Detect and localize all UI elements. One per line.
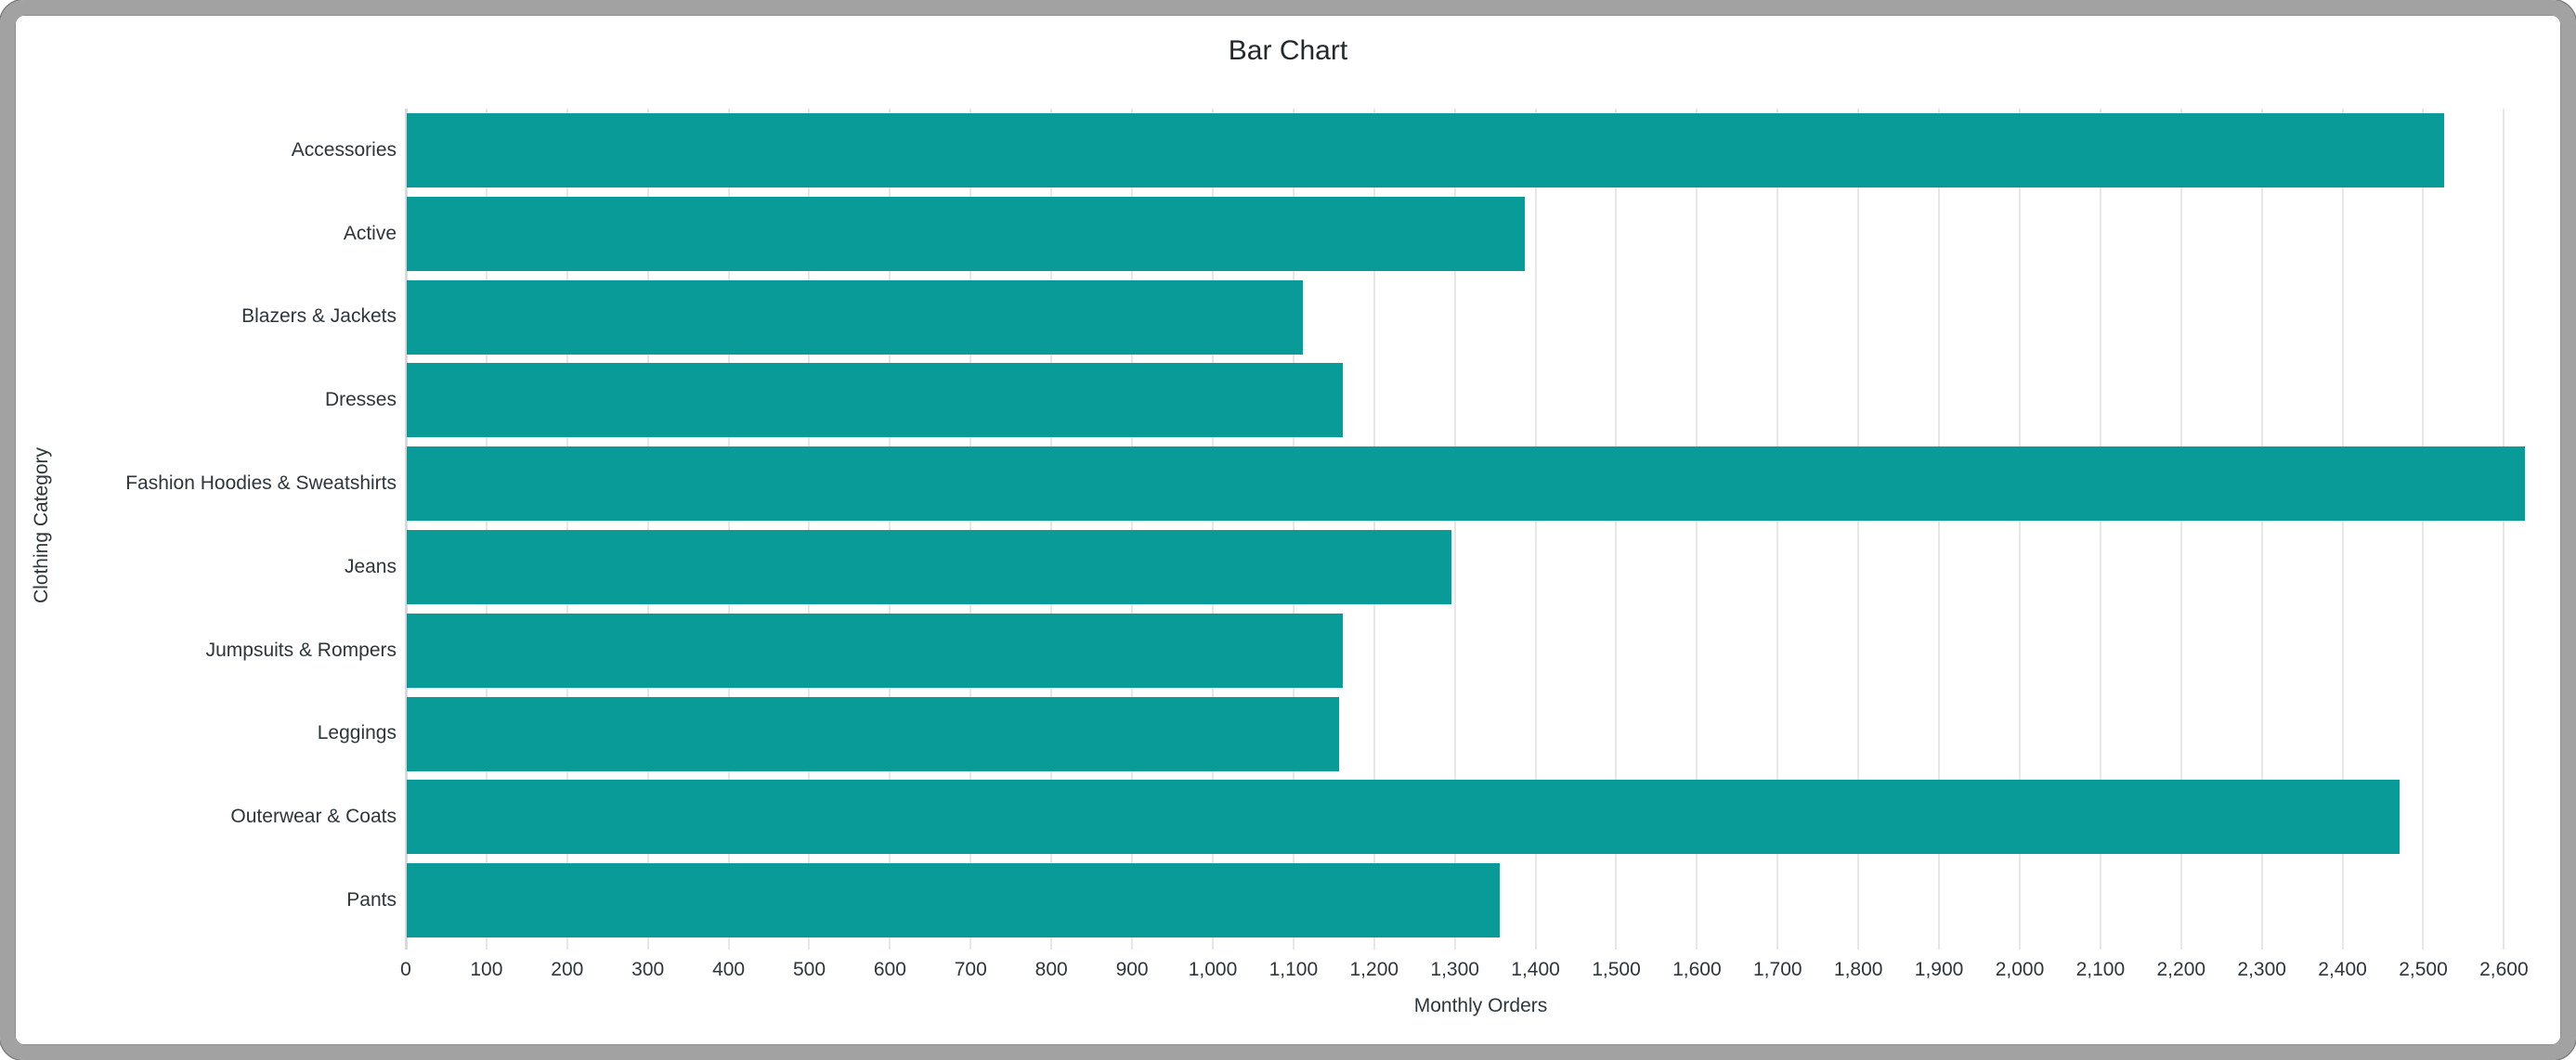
x-tick-label-600: 600 bbox=[873, 959, 906, 980]
x-gridline-1,800 bbox=[1857, 109, 1860, 950]
bar-blazers-and-jackets[interactable] bbox=[407, 279, 1303, 355]
x-gridline-1,100 bbox=[1292, 109, 1295, 950]
x-gridline-900 bbox=[1131, 109, 1134, 950]
y-tick-label-leggings: Leggings bbox=[317, 722, 397, 744]
x-gridline-2,100 bbox=[2099, 109, 2101, 950]
x-tick-label-300: 300 bbox=[631, 959, 665, 980]
x-gridline-2,500 bbox=[2422, 109, 2425, 950]
bar-fashion-hoodies-and-sweatshirts[interactable] bbox=[407, 446, 2526, 522]
x-gridline-1,700 bbox=[1776, 109, 1779, 950]
x-tick-label-500: 500 bbox=[792, 959, 826, 980]
x-tick-label-1,400: 1,400 bbox=[1511, 959, 1560, 980]
x-tick-label-1,100: 1,100 bbox=[1268, 959, 1319, 980]
y-tick-label-active: Active bbox=[343, 222, 397, 244]
x-gridline-2,000 bbox=[2018, 109, 2021, 950]
bar-accessories[interactable] bbox=[407, 112, 2445, 187]
y-tick-label-outerwear-and-coats: Outerwear & Coats bbox=[230, 806, 397, 828]
bar-outerwear-and-coats[interactable] bbox=[407, 780, 2400, 855]
y-tick-label-jumpsuits-and-rompers: Jumpsuits & Rompers bbox=[205, 639, 397, 661]
x-tick-label-2,600: 2,600 bbox=[2479, 959, 2529, 980]
x-tick-label-800: 800 bbox=[1034, 959, 1068, 980]
x-tick-label-2,300: 2,300 bbox=[2237, 959, 2286, 980]
x-axis-zero-line bbox=[404, 109, 408, 950]
x-tick-label-200: 200 bbox=[551, 959, 584, 980]
x-tick-label-1,000: 1,000 bbox=[1188, 959, 1238, 980]
bar-pants[interactable] bbox=[407, 863, 1501, 938]
x-tick-label-1,300: 1,300 bbox=[1430, 959, 1479, 980]
x-tick-label-1,500: 1,500 bbox=[1592, 959, 1641, 980]
y-tick-label-pants: Pants bbox=[346, 889, 397, 911]
y-tick-label-accessories: Accessories bbox=[291, 138, 397, 161]
x-axis-title: Monthly Orders bbox=[1413, 995, 1548, 1016]
x-gridline-500 bbox=[808, 109, 811, 950]
bar-active[interactable] bbox=[407, 196, 1525, 271]
x-tick-label-2,200: 2,200 bbox=[2156, 959, 2206, 980]
x-gridline-1,000 bbox=[1211, 109, 1214, 950]
x-gridline-1,600 bbox=[1696, 109, 1698, 950]
bar-jeans[interactable] bbox=[407, 529, 1452, 604]
x-gridline-1,900 bbox=[1938, 109, 1941, 950]
x-tick-label-1,600: 1,600 bbox=[1672, 959, 1722, 980]
y-tick-label-blazers-and-jackets: Blazers & Jackets bbox=[241, 305, 397, 328]
y-tick-label-fashion-hoodies-and-sweatshirts: Fashion Hoodies & Sweatshirts bbox=[125, 472, 397, 495]
x-gridline-200 bbox=[566, 109, 568, 950]
x-tick-label-2,400: 2,400 bbox=[2318, 959, 2367, 980]
x-gridline-2,300 bbox=[2260, 109, 2263, 950]
x-tick-label-400: 400 bbox=[712, 959, 746, 980]
bar-leggings[interactable] bbox=[407, 696, 1339, 771]
x-tick-label-1,800: 1,800 bbox=[1833, 959, 1883, 980]
x-gridline-1,400 bbox=[1534, 109, 1537, 950]
y-tick-label-dresses: Dresses bbox=[324, 389, 397, 411]
x-tick-label-1,700: 1,700 bbox=[1753, 959, 1802, 980]
x-gridline-300 bbox=[646, 109, 649, 950]
x-tick-label-900: 900 bbox=[1115, 959, 1149, 980]
x-tick-label-2,100: 2,100 bbox=[2075, 959, 2126, 980]
x-gridline-100 bbox=[485, 109, 488, 950]
x-tick-label-2,500: 2,500 bbox=[2399, 959, 2448, 980]
x-gridline-700 bbox=[969, 109, 972, 950]
x-gridline-1,200 bbox=[1373, 109, 1375, 950]
x-tick-label-0: 0 bbox=[400, 959, 411, 980]
bar-dresses[interactable] bbox=[407, 363, 1344, 438]
bar-jumpsuits-and-rompers[interactable] bbox=[407, 613, 1344, 688]
chart-title: Bar Chart bbox=[1228, 35, 1348, 66]
x-tick-label-700: 700 bbox=[954, 959, 987, 980]
x-gridline-1,500 bbox=[1615, 109, 1618, 950]
x-tick-label-1,200: 1,200 bbox=[1349, 959, 1399, 980]
x-gridline-1,300 bbox=[1453, 109, 1456, 950]
x-gridline-2,400 bbox=[2341, 109, 2344, 950]
x-tick-label-1,900: 1,900 bbox=[1914, 959, 1964, 980]
y-axis-title: Clothing Category bbox=[31, 446, 52, 604]
x-gridline-400 bbox=[727, 109, 730, 950]
x-gridline-800 bbox=[1050, 109, 1053, 950]
y-tick-label-jeans: Jeans bbox=[344, 555, 397, 577]
x-gridline-2,600 bbox=[2503, 109, 2505, 950]
x-gridline-600 bbox=[889, 109, 891, 950]
x-tick-label-2,000: 2,000 bbox=[1995, 959, 2045, 980]
x-tick-label-100: 100 bbox=[470, 959, 503, 980]
x-gridline-2,200 bbox=[2179, 109, 2182, 950]
